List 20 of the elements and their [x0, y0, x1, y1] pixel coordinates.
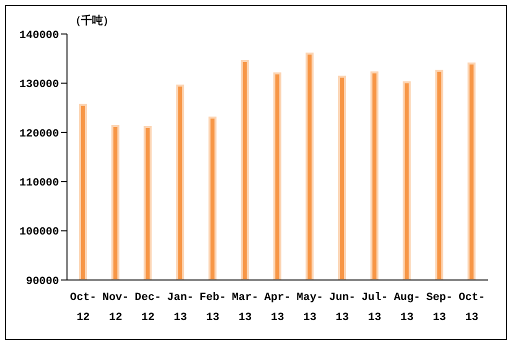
y-tick-label: 90000 — [26, 276, 59, 288]
y-tick-label: 110000 — [19, 178, 59, 190]
y-tick-label: 140000 — [19, 30, 59, 42]
x-tick-label: Jun-13 — [329, 292, 356, 324]
x-tick-label: Oct-13 — [458, 292, 486, 324]
y-tick-label: 130000 — [19, 79, 59, 92]
x-tick-label: Feb-13 — [200, 292, 226, 324]
x-tick-label: Jul-13 — [361, 292, 388, 324]
x-tick-label: Mar-13 — [232, 292, 258, 324]
x-tick-label: Dec-12 — [134, 292, 162, 324]
y-tick-label: 100000 — [19, 226, 59, 239]
y-axis-title: （千吨） — [70, 13, 114, 28]
x-tick-label: Oct-12 — [70, 292, 96, 324]
x-tick-label: Aug-13 — [394, 292, 420, 324]
x-tick-label: Jan-13 — [167, 292, 194, 324]
x-tick-label: Apr-13 — [264, 292, 291, 324]
x-tick-label: Nov-12 — [102, 292, 129, 324]
x-tick-label: Sep-13 — [426, 292, 453, 324]
x-tick-label: May-13 — [296, 292, 324, 324]
y-tick-label: 120000 — [19, 128, 59, 140]
